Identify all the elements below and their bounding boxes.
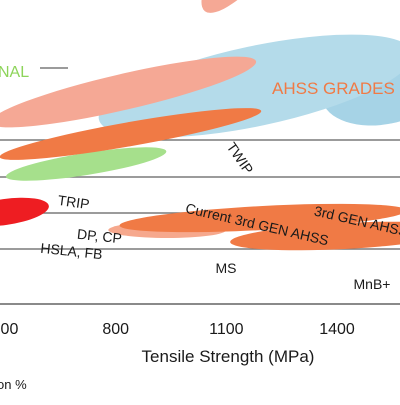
steel-grade-ellipse bbox=[0, 56, 257, 128]
legend-entry-conventional: NAL bbox=[0, 64, 29, 81]
ellipse-layer bbox=[0, 0, 400, 251]
series-label: MnB+ bbox=[354, 276, 391, 292]
legend: NAL AHSS GRADES bbox=[0, 64, 395, 98]
steel-grade-ellipse bbox=[230, 221, 400, 251]
x-tick-labels: 500 800 1100 1400 bbox=[0, 321, 355, 338]
legend-entry-ahss-grades: AHSS GRADES bbox=[272, 79, 395, 98]
x-tick-label: 1100 bbox=[209, 321, 244, 338]
x-axis-title: Tensile Strength (MPa) bbox=[142, 347, 315, 366]
series-label: DP, CP bbox=[76, 226, 122, 247]
series-label: MS bbox=[216, 260, 237, 276]
steel-grade-ellipse bbox=[201, 0, 311, 13]
steel-grade-ellipse bbox=[0, 197, 49, 227]
steel-grade-ellipse bbox=[119, 203, 400, 233]
y-axis-title-fragment: on % bbox=[0, 377, 27, 392]
series-label: TWIP bbox=[224, 139, 257, 177]
steel-grade-ellipse bbox=[0, 108, 262, 160]
steel-grade-ellipse bbox=[98, 34, 400, 138]
x-tick-label: 500 bbox=[0, 321, 18, 338]
series-label: HSLA, FB bbox=[40, 240, 104, 262]
x-tick-label: 800 bbox=[102, 321, 129, 338]
series-label: TRIP bbox=[57, 192, 91, 212]
x-tick-label: 1400 bbox=[319, 321, 355, 338]
steel-grade-ellipse bbox=[5, 147, 167, 181]
axis-layer: 500 800 1100 1400 Tensile Strength (MPa) on… bbox=[0, 321, 355, 392]
